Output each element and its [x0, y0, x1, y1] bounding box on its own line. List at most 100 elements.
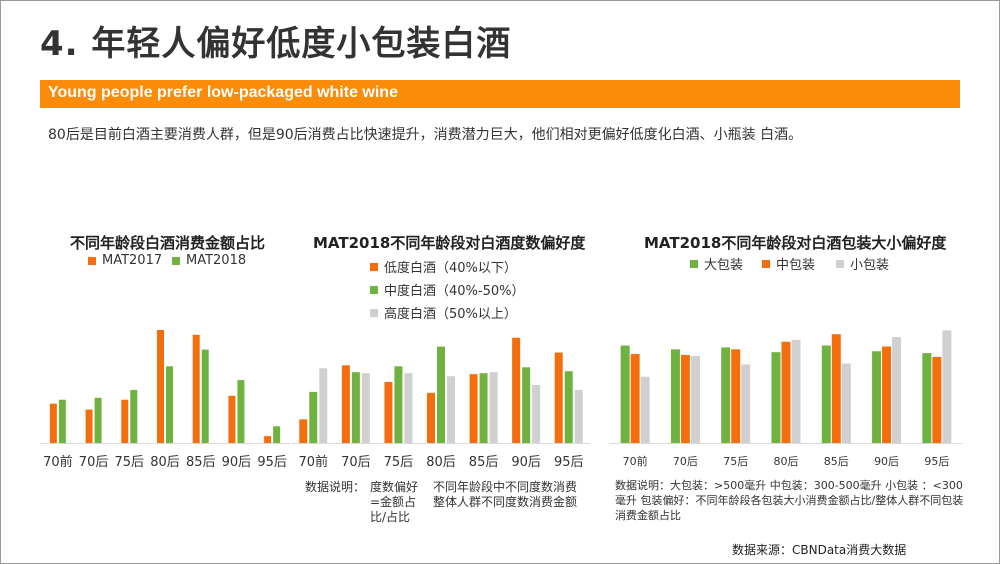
legend-swatch	[370, 308, 378, 317]
chart3-bar	[872, 351, 882, 443]
chart2-bar	[554, 352, 563, 443]
chart3-bar	[640, 376, 650, 443]
chart2-bar	[394, 366, 403, 443]
chart3-bar	[670, 349, 680, 443]
legend-swatch	[836, 259, 844, 268]
page-title: 4. 年轻人偏好低度小包装白酒	[40, 24, 512, 64]
chart1-bar	[237, 380, 245, 443]
chart3-note: 数据说明：大包装：>500毫升 中包装：300-500毫升 小包装 ：<300毫…	[615, 479, 964, 522]
chart3-bar	[731, 349, 741, 443]
chart3-legend-item-1: 大包装	[690, 254, 743, 273]
chart3-bar	[882, 346, 892, 443]
chart1-bar	[49, 403, 57, 443]
chart2-legend-item-3: 高度白酒（50%以上）	[370, 303, 517, 322]
chart1-bar	[85, 409, 93, 443]
chart3-legend-item-3: 小包装	[836, 254, 889, 273]
chart2-note-a: 度数偏好=金额占比/占比	[370, 480, 419, 524]
chart3-title: MAT2018不同年龄段对白酒包装大小偏好度	[644, 234, 947, 252]
chart1-tick-label: 75后	[115, 455, 145, 470]
legend-label: 大包装	[704, 258, 744, 273]
chart2-bar	[427, 392, 435, 443]
chart2-tick-label: 90后	[511, 455, 541, 470]
chart2-bar	[404, 373, 413, 443]
chart3-tick-label: 80后	[774, 455, 799, 468]
chart2-bar	[574, 389, 583, 443]
chart1-bar	[201, 349, 209, 443]
chart3-bar	[932, 356, 942, 443]
chart3-tick-label: 70前	[623, 454, 648, 468]
chart1-tick-label: 70前	[43, 454, 73, 470]
chart3-tick-label: 85后	[824, 455, 849, 468]
chart1-bar	[94, 397, 102, 443]
chart3-bar	[922, 353, 932, 443]
chart2-bar	[341, 365, 350, 443]
chart3-bar	[781, 341, 791, 443]
chart2-bar	[319, 368, 328, 443]
chart3-bar	[771, 352, 781, 443]
legend-label: 中包装	[776, 258, 816, 273]
chart2-bar	[299, 419, 308, 443]
chart2-bar	[447, 376, 455, 443]
legend-label: MAT2017	[102, 253, 163, 268]
chart1-tick-label: 90后	[222, 455, 252, 470]
chart3-legend-item-2: 中包装	[762, 254, 815, 273]
chart3-tick-label: 90后	[874, 455, 899, 468]
chart3-bar	[791, 339, 801, 443]
chart2-bar	[361, 373, 370, 443]
banner-text: Young people prefer low-packaged white w…	[48, 84, 398, 101]
legend-swatch	[172, 256, 180, 265]
legend-label: 小包装	[850, 258, 890, 273]
chart1-bar	[273, 426, 281, 443]
chart2-tick-label: 70前	[299, 454, 329, 470]
chart2-bar	[384, 382, 393, 443]
chart1-tick-label: 85后	[186, 455, 216, 470]
chart2-bar	[489, 372, 498, 443]
chart3-tick-label: 95后	[924, 455, 949, 468]
data-source: 数据来源：CBNData消费大数据	[732, 543, 907, 557]
chart2-note-label: 数据说明：	[305, 480, 366, 494]
chart1-bar	[166, 366, 173, 443]
chart1-legend-item-2: MAT2018	[172, 253, 246, 268]
chart3-bar	[680, 355, 690, 443]
chart2-tick-label: 95后	[554, 455, 584, 470]
chart3-bar	[620, 345, 630, 443]
chart1-bar	[121, 399, 129, 443]
banner: Young people prefer low-packaged white w…	[40, 80, 960, 108]
chart2-bar	[522, 367, 531, 443]
chart1-bar	[192, 334, 200, 443]
chart3-tick-label: 70后	[673, 455, 698, 468]
chart2-tick-label: 85后	[469, 455, 499, 470]
chart3-bar	[821, 345, 831, 443]
chart2-tick-label: 80后	[426, 455, 456, 470]
chart1-bar	[157, 329, 164, 443]
chart3-bar	[721, 347, 731, 443]
chart2-tick-label: 70后	[341, 455, 371, 470]
legend-label: 中度白酒（40%-50%）	[384, 284, 525, 299]
chart1-bar	[228, 395, 236, 443]
chart1-legend-item-1: MAT2017	[88, 253, 162, 268]
chart1-tick-label: 80后	[150, 455, 180, 470]
legend-swatch	[88, 256, 96, 265]
legend-swatch	[690, 259, 698, 268]
chart3-bar	[942, 330, 952, 443]
chart3-bar	[690, 355, 700, 443]
intro-text: 80后是目前白酒主要消费人群，但是90后消费占比快速提升，消费潜力巨大，他们相对…	[48, 127, 803, 143]
chart2-bar	[532, 384, 541, 443]
chart1-bar	[58, 399, 66, 443]
chart2-bar	[469, 374, 478, 443]
legend-swatch	[370, 285, 378, 294]
chart3-bar	[892, 337, 902, 443]
chart1-tick-label: 70后	[79, 455, 109, 470]
chart2-tick-label: 75后	[384, 455, 414, 470]
chart2-bar	[564, 371, 573, 443]
chart2-bar	[351, 372, 360, 443]
chart3-tick-label: 75后	[723, 455, 748, 468]
legend-label: 低度白酒（40%以下）	[384, 261, 517, 276]
chart2-bar	[512, 337, 521, 443]
chart3-bar	[831, 334, 841, 443]
chart2-bar	[437, 346, 445, 443]
legend-swatch	[370, 262, 378, 271]
chart2-legend-item-1: 低度白酒（40%以下）	[370, 257, 517, 276]
legend-label: 高度白酒（50%以上）	[384, 307, 517, 322]
